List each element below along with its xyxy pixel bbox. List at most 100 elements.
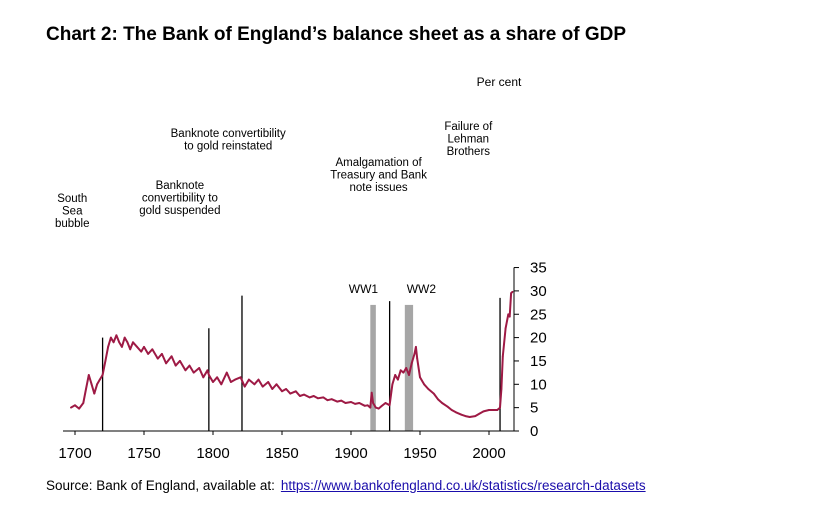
shade-label-ww1: WW1 (349, 282, 379, 296)
y-tick-label-30: 30 (530, 283, 547, 300)
data-point (492, 409, 494, 411)
event-lines-group (101, 295, 501, 431)
data-point (507, 313, 510, 316)
data-point (98, 378, 101, 381)
data-point (96, 383, 98, 386)
labels-group: WW1 WW2 South Sea bubble Banknote convertibili… (55, 121, 493, 296)
data-point (504, 327, 507, 330)
data-point (496, 409, 499, 411)
shade-ww1 (370, 304, 376, 431)
data-point (243, 385, 246, 388)
data-point (123, 336, 126, 339)
data-point (460, 413, 463, 416)
data-point (253, 383, 256, 386)
data-point (192, 371, 195, 374)
y-tick-label-5: 5 (530, 400, 538, 417)
data-point (366, 404, 369, 407)
data-point (112, 341, 115, 344)
data-point (151, 348, 154, 351)
data-point (482, 410, 485, 413)
data-point (101, 374, 104, 376)
x-tick-label-1850: 1850 (265, 445, 298, 462)
data-point (136, 346, 139, 348)
source-note: Source: Bank of England, available at: ht… (46, 478, 646, 493)
data-point (225, 371, 228, 374)
y-tick-label-10: 10 (530, 376, 547, 393)
data-point (118, 341, 121, 344)
data-point (437, 398, 439, 401)
data-point (308, 396, 311, 399)
data-point (110, 336, 112, 339)
data-point (299, 395, 301, 397)
data-point (275, 383, 278, 386)
event-label-1797: Banknote convertibility to gold suspended (139, 180, 220, 217)
data-point (104, 360, 107, 362)
data-point (350, 401, 352, 403)
data-point (303, 393, 305, 396)
x-tick-label-2000: 2000 (472, 445, 505, 462)
data-point (384, 402, 387, 404)
data-point (294, 390, 297, 393)
data-point (82, 402, 85, 404)
y-tick-label-15: 15 (530, 353, 547, 370)
data-point (399, 369, 402, 372)
source-text: Source: Bank of England, available at: (46, 478, 275, 493)
data-point (107, 346, 109, 348)
data-point (143, 346, 145, 348)
data-point (508, 315, 511, 318)
shade-ww2 (404, 304, 414, 431)
data-point (271, 388, 274, 390)
data-point (93, 392, 96, 395)
data-point (289, 392, 292, 395)
data-point (188, 364, 191, 367)
data-point (234, 378, 237, 381)
data-point (220, 383, 223, 386)
data-point (170, 355, 173, 358)
data-point (87, 374, 90, 376)
data-point (115, 334, 118, 337)
data-point (129, 348, 132, 351)
data-point (394, 374, 397, 376)
data-point (206, 369, 209, 372)
data-point (501, 355, 504, 358)
data-point (179, 360, 181, 362)
source-link[interactable]: https://www.bankofengland.co.uk/statisti… (280, 478, 646, 493)
data-point (432, 392, 435, 395)
x-tick-label-1750: 1750 (127, 445, 160, 462)
data-point (70, 406, 72, 409)
data-point (354, 403, 356, 405)
data-point (446, 405, 449, 408)
series-group (70, 290, 514, 418)
y-tick-label-20: 20 (530, 330, 547, 347)
data-point (261, 385, 264, 388)
x-tick-label-1800: 1800 (196, 445, 229, 462)
data-point (427, 388, 430, 390)
data-point (267, 381, 270, 383)
data-point (408, 374, 410, 376)
data-point (174, 364, 177, 367)
shade-label-ww2: WW2 (407, 282, 437, 296)
data-point (239, 376, 242, 379)
data-point (78, 407, 80, 410)
y-tick-label-35: 35 (530, 260, 547, 277)
data-point (281, 390, 283, 393)
chart-title: Chart 2: The Bank of England’s balance s… (46, 24, 627, 45)
data-point (455, 411, 457, 414)
data-point (184, 369, 187, 372)
data-point (161, 353, 163, 355)
data-point (488, 409, 490, 411)
data-point (340, 399, 343, 402)
data-point (377, 407, 380, 410)
data-point (322, 396, 325, 399)
data-point (478, 412, 481, 415)
data-point (405, 367, 408, 369)
data-point (441, 402, 443, 404)
data-point (330, 398, 333, 401)
data-point (198, 367, 201, 369)
data-point (474, 415, 477, 417)
data-point (132, 341, 134, 344)
data-point (165, 362, 168, 365)
data-point (312, 395, 315, 397)
chart: 1700 1750 1800 1850 1900 1950 2000 0 5 10 15 20 25 30… (55, 75, 547, 462)
data-point (212, 381, 214, 383)
